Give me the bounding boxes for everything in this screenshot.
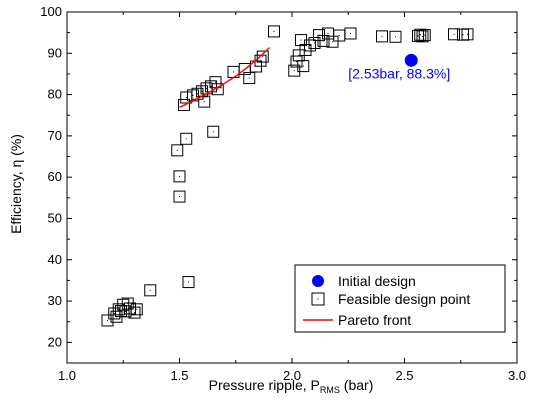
y-tick-label: 30	[48, 293, 62, 308]
feasible-design-point	[181, 133, 192, 144]
y-tick-label: 50	[48, 210, 62, 225]
feasible-point-dot	[298, 55, 299, 56]
x-tick-label: 3.0	[508, 368, 526, 383]
feasible-point-dot	[107, 320, 108, 321]
feasible-point-dot	[179, 176, 180, 177]
feasible-point-dot	[303, 66, 304, 67]
feasible-point-dot	[211, 86, 212, 87]
feasible-design-point	[208, 126, 219, 137]
feasible-point-dot	[262, 56, 263, 57]
y-axis-title: Efficiency, η (%)	[8, 134, 24, 234]
x-axis-title-unit: (bar)	[340, 377, 373, 393]
feasible-point-dot	[249, 78, 250, 79]
y-tick-label: 100	[40, 4, 62, 19]
feasible-point-dot	[136, 309, 137, 310]
feasible-point-dot	[114, 313, 115, 314]
feasible-point-dot	[125, 311, 126, 312]
feasible-point-dot	[260, 60, 261, 61]
y-tick-label: 20	[48, 334, 62, 349]
feasible-design-point	[174, 191, 185, 202]
x-axis-title: Pressure ripple, PRMS (bar)	[209, 377, 374, 395]
legend-label-pareto: Pareto front	[338, 312, 411, 328]
feasible-point-dot	[332, 41, 333, 42]
feasible-design-point	[183, 277, 194, 288]
pareto-front-line	[180, 48, 270, 108]
x-axis-title-sub: RMS	[320, 385, 340, 395]
feasible-point-dot	[177, 150, 178, 151]
feasible-point-dot	[130, 308, 131, 309]
feasible-point-dot	[305, 49, 306, 50]
feasible-point-dot	[382, 36, 383, 37]
feasible-point-dot	[186, 138, 187, 139]
feasible-point-dot	[204, 101, 205, 102]
feasible-point-dot	[197, 93, 198, 94]
feasible-point-dot	[150, 290, 151, 291]
feasible-design-point	[377, 31, 388, 42]
feasible-point-dot	[193, 95, 194, 96]
x-tick-label: 1.0	[58, 368, 76, 383]
feasible-design-point	[257, 51, 268, 62]
legend-label-feasible: Feasible design point	[338, 291, 470, 307]
feasible-point-dot	[179, 196, 180, 197]
y-tick-label: 40	[48, 252, 62, 267]
feasible-design-point	[462, 29, 473, 40]
feasible-point-dot	[314, 42, 315, 43]
feasible-point-dot	[118, 309, 119, 310]
initial-design-annotation: [2.53bar, 88.3%]	[348, 65, 450, 81]
feasible-point-dot	[424, 35, 425, 36]
feasible-point-dot	[463, 34, 464, 35]
legend: Initial design Feasible design point Par…	[295, 265, 505, 332]
feasible-point-dot	[395, 36, 396, 37]
feasible-point-dot	[123, 304, 124, 305]
feasible-point-dot	[301, 40, 302, 41]
feasible-design-point	[228, 66, 239, 77]
feasible-point-dot	[217, 89, 218, 90]
feasible-point-dot	[310, 45, 311, 46]
feasible-point-dot	[328, 33, 329, 34]
y-tick-label: 80	[48, 87, 62, 102]
feasible-design-point	[145, 285, 156, 296]
feasible-point-dot	[420, 34, 421, 35]
feasible-point-dot	[454, 34, 455, 35]
feasible-point-dot	[294, 70, 295, 71]
feasible-point-dot	[323, 40, 324, 41]
y-tick-label: 70	[48, 128, 62, 143]
feasible-design-point	[334, 30, 345, 41]
feasible-point-dot	[186, 97, 187, 98]
feasible-design-point	[390, 31, 401, 42]
feasible-point-dot	[274, 31, 275, 32]
feasible-point-dot	[418, 35, 419, 36]
feasible-point-dot	[215, 82, 216, 83]
legend-marker-initial-design	[312, 275, 324, 287]
feasible-point-dot	[202, 91, 203, 92]
feasible-point-dot	[350, 33, 351, 34]
legend-marker-feasible-dot	[318, 299, 319, 300]
feasible-design-point	[345, 28, 356, 39]
y-tick-label: 90	[48, 45, 62, 60]
x-axis-title-main: Pressure ripple, P	[209, 377, 320, 393]
feasible-point-dot	[422, 36, 423, 37]
feasible-point-dot	[339, 35, 340, 36]
feasible-design-point	[269, 26, 280, 37]
x-tick-label: 1.5	[170, 368, 188, 383]
feasible-point-dot	[233, 71, 234, 72]
legend-label-initial-design: Initial design	[338, 273, 416, 289]
feasible-point-dot	[206, 88, 207, 89]
x-tick-label: 2.5	[395, 368, 413, 383]
feasible-design-point	[172, 145, 183, 156]
feasible-design-point	[174, 171, 185, 182]
y-tick-label: 60	[48, 169, 62, 184]
feasible-point-dot	[188, 282, 189, 283]
feasible-point-dot	[467, 34, 468, 35]
feasible-point-dot	[134, 312, 135, 313]
feasible-point-dot	[213, 131, 214, 132]
